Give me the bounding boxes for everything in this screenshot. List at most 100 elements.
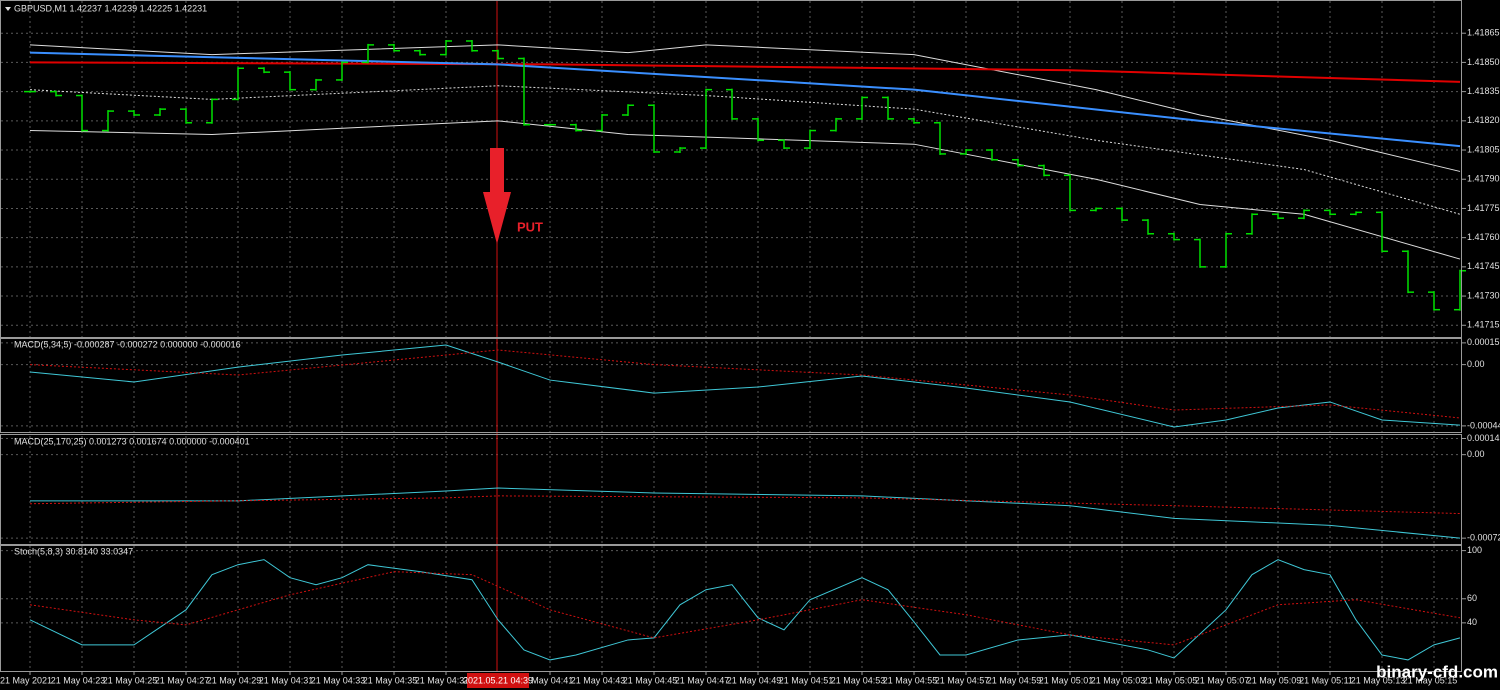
y-tick-label: 1.41850 (1467, 57, 1500, 67)
price-bar (154, 108, 166, 116)
y-tick-label: 1.41820 (1467, 115, 1500, 125)
price-bar (180, 108, 192, 124)
price-bar (778, 139, 790, 150)
price-bar (1246, 213, 1258, 235)
y-tick-label: 1.41715 (1467, 320, 1500, 330)
price-bar (934, 121, 946, 155)
price-bar (674, 147, 686, 153)
x-tick-label: 21 May 05:13 (1351, 675, 1406, 685)
y-tick-label: 1.41775 (1467, 203, 1500, 213)
menu-triangle[interactable] (5, 7, 11, 11)
indicator-line (29, 349, 1461, 419)
price-bar (1220, 232, 1232, 268)
price-bar (1012, 158, 1024, 167)
price-bar (1376, 211, 1388, 253)
x-tick-label: 21 May 04:45 (623, 675, 678, 685)
y-tick-label: 1.41835 (1467, 86, 1500, 96)
price-bar (596, 113, 608, 132)
price-bar (856, 96, 868, 120)
x-tick-label: 21 May 04:53 (831, 675, 886, 685)
price-bar (1168, 232, 1180, 241)
price-bar (908, 117, 920, 124)
x-tick-label: 21 May 04:59 (987, 675, 1042, 685)
x-tick-label: 21 May 05:09 (1247, 675, 1302, 685)
price-bar (1064, 174, 1076, 212)
price-bar (1090, 207, 1102, 212)
price-bar (648, 104, 660, 153)
price-bar (830, 117, 842, 132)
x-tick-label: 21 May 04:23 (51, 675, 106, 685)
price-bar (570, 123, 582, 132)
x-tick-label: 21 May 05:03 (1091, 675, 1146, 685)
price-bar (752, 117, 764, 142)
price-bar (76, 94, 88, 132)
x-tick-label: 21 May 04:55 (883, 675, 938, 685)
price-bar (1298, 209, 1310, 220)
price-bar (1324, 209, 1336, 216)
y-tick-label: 0.00 (1467, 449, 1485, 459)
price-bar (258, 67, 270, 74)
price-bar (882, 96, 894, 120)
x-tick-label: 21 May 04:27 (155, 675, 210, 685)
indicator-line (30, 487, 1461, 539)
pane-border (0, 545, 1462, 672)
price-bar (986, 149, 998, 161)
pane-title: GBPUSD,M1 1.42237 1.42239 1.42225 1.4223… (14, 3, 207, 13)
y-tick-label: -0.000723 (1467, 533, 1500, 543)
put-label: PUT (517, 219, 543, 234)
y-tick-label: 1.41730 (1467, 290, 1500, 300)
price-bar (440, 39, 452, 56)
price-bar (804, 129, 816, 150)
indicator-line (29, 51, 1461, 148)
y-tick-label: 1.41760 (1467, 232, 1500, 242)
pane-border (0, 434, 1462, 545)
price-bar (1272, 213, 1284, 220)
y-tick-label: 60 (1467, 593, 1477, 603)
price-bar (414, 49, 426, 56)
pane-border (0, 338, 1462, 433)
x-tick-label: 21 May 2021 (0, 675, 52, 685)
pane-border (0, 0, 1462, 338)
price-bar (544, 123, 556, 126)
y-tick-label: 0.00 (1467, 359, 1485, 369)
y-tick-label: 1.41745 (1467, 261, 1500, 271)
price-bar (622, 104, 634, 116)
price-bar (700, 88, 712, 150)
price-bar (1038, 164, 1050, 177)
price-bar (1116, 207, 1128, 222)
price-bar (1402, 250, 1414, 294)
price-bar (1194, 238, 1206, 268)
price-bar (466, 39, 478, 52)
pane-title: MACD(25,170,25) 0.001273 0.001674 0.0000… (14, 436, 250, 446)
price-bar (492, 49, 504, 60)
price-bar (232, 67, 244, 101)
x-tick-label: 21 May 04:49 (727, 675, 782, 685)
x-tick-label: 21 May 04:47 (675, 675, 730, 685)
indicator-line (29, 61, 1461, 83)
price-bar (1142, 219, 1154, 235)
price-bar (362, 43, 374, 64)
price-bar (726, 88, 738, 120)
x-tick-label: 21 May 05:11 (1299, 675, 1353, 685)
x-tick-label: 21 May 04:33 (311, 675, 366, 685)
y-tick-label: 0.00014 (1467, 433, 1500, 443)
price-bar (284, 71, 296, 91)
indicator-line (29, 120, 1461, 260)
x-tick-label: 21 May 04:57 (935, 675, 990, 685)
x-tick-label: 21 May 04:31 (259, 675, 314, 685)
price-bar (128, 110, 140, 116)
y-tick-label: 1.41790 (1467, 174, 1500, 184)
y-tick-label: 40 (1467, 617, 1477, 627)
price-bar (518, 57, 530, 126)
x-tick-label: 21 May 05:15 (1403, 675, 1458, 685)
price-bar (1350, 211, 1362, 216)
x-tick-label: 21 May 05:07 (1195, 675, 1250, 685)
x-tick-label: 21 May 05:05 (1143, 675, 1198, 685)
price-bar (310, 78, 322, 91)
x-tick-label: 21 May 04:43 (571, 675, 626, 685)
x-tick-label: 21 May 05:01 (1039, 675, 1094, 685)
indicator-line (29, 559, 1461, 661)
